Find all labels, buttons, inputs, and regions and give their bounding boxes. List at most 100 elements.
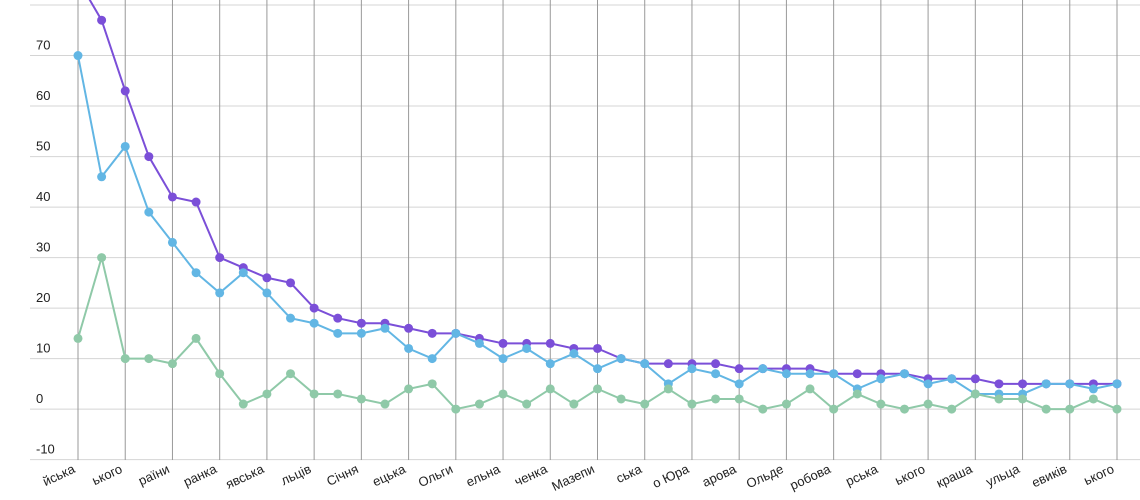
data-point bbox=[1112, 379, 1122, 389]
data-point bbox=[286, 369, 296, 379]
data-point bbox=[545, 338, 555, 348]
data-point bbox=[923, 399, 933, 409]
data-point bbox=[640, 399, 650, 409]
x-tick-label: арова bbox=[700, 461, 739, 490]
data-point bbox=[356, 394, 366, 404]
x-tick-label: ченка bbox=[512, 461, 550, 489]
data-point bbox=[380, 323, 390, 333]
x-tick-label: ельна bbox=[464, 461, 503, 490]
data-point bbox=[994, 394, 1004, 404]
data-point bbox=[1088, 384, 1098, 394]
y-tick-label: 0 bbox=[36, 391, 43, 406]
data-point bbox=[1065, 404, 1075, 414]
x-tick-label: Ольде bbox=[744, 461, 786, 491]
data-point bbox=[451, 328, 461, 338]
data-point bbox=[593, 384, 602, 394]
data-point bbox=[333, 328, 343, 338]
y-tick-label: 40 bbox=[36, 189, 50, 204]
data-point bbox=[805, 369, 815, 379]
data-point bbox=[758, 364, 768, 374]
data-point bbox=[356, 328, 366, 338]
data-point bbox=[427, 379, 437, 389]
data-point bbox=[829, 369, 839, 379]
data-point bbox=[144, 354, 154, 364]
x-tick-label: явська bbox=[223, 461, 267, 492]
data-point bbox=[545, 359, 555, 369]
y-tick-label: -10 bbox=[36, 442, 55, 457]
data-point bbox=[262, 389, 272, 399]
data-point bbox=[522, 399, 532, 409]
y-tick-label: 60 bbox=[36, 88, 50, 103]
data-point bbox=[191, 268, 201, 278]
x-tick-label: раїни bbox=[136, 461, 172, 488]
data-point bbox=[923, 379, 933, 389]
data-point bbox=[309, 389, 319, 399]
y-tick-label: 80 bbox=[36, 0, 50, 2]
data-point bbox=[427, 328, 437, 338]
y-tick-label: 20 bbox=[36, 290, 50, 305]
data-point bbox=[167, 237, 177, 247]
data-point bbox=[120, 354, 130, 364]
data-point bbox=[1065, 379, 1075, 389]
data-point bbox=[309, 303, 319, 313]
x-tick-label: робова bbox=[787, 461, 833, 493]
data-point bbox=[286, 313, 296, 323]
data-point bbox=[876, 374, 886, 384]
data-point bbox=[309, 318, 319, 328]
x-tick-label: евиків bbox=[1029, 461, 1069, 490]
data-point bbox=[404, 384, 414, 394]
data-point bbox=[947, 404, 957, 414]
data-point bbox=[191, 333, 201, 343]
data-point bbox=[569, 349, 579, 359]
data-point bbox=[167, 359, 177, 369]
data-point bbox=[970, 389, 980, 399]
data-point bbox=[734, 379, 744, 389]
x-tick-label: о Юра bbox=[650, 461, 692, 491]
data-point bbox=[994, 379, 1004, 389]
data-point bbox=[97, 172, 107, 182]
data-point bbox=[144, 207, 154, 217]
data-point bbox=[687, 364, 697, 374]
x-tick-label: ького bbox=[892, 461, 927, 488]
data-point bbox=[781, 369, 791, 379]
data-point bbox=[238, 399, 248, 409]
data-point bbox=[73, 333, 83, 343]
data-point bbox=[1041, 379, 1051, 389]
data-point bbox=[167, 192, 177, 202]
data-point bbox=[404, 323, 414, 333]
data-point bbox=[451, 404, 461, 414]
data-point bbox=[262, 273, 272, 283]
data-point bbox=[711, 369, 721, 379]
data-point bbox=[238, 268, 248, 278]
x-tick-label: ульца bbox=[984, 461, 1023, 490]
data-point bbox=[805, 384, 815, 394]
x-tick-label: краша bbox=[934, 461, 975, 491]
data-point bbox=[286, 278, 296, 288]
data-point bbox=[1088, 394, 1098, 404]
data-point bbox=[616, 354, 626, 364]
data-point bbox=[498, 338, 508, 348]
data-point bbox=[498, 389, 508, 399]
data-point bbox=[1041, 404, 1051, 414]
y-tick-label: 70 bbox=[36, 38, 50, 53]
x-tick-label: ького bbox=[1081, 461, 1116, 488]
data-point bbox=[734, 364, 744, 374]
data-point bbox=[427, 354, 437, 364]
data-point bbox=[687, 399, 697, 409]
data-point bbox=[593, 364, 602, 374]
x-tick-label: ецька bbox=[370, 461, 408, 490]
x-tick-label: Ольги bbox=[416, 461, 455, 490]
data-point bbox=[1018, 394, 1028, 404]
data-point bbox=[876, 399, 886, 409]
x-tick-label: Січня bbox=[324, 461, 361, 489]
data-point bbox=[191, 197, 201, 207]
x-tick-label: ранка bbox=[181, 461, 220, 490]
data-point bbox=[569, 399, 579, 409]
data-point bbox=[640, 359, 650, 369]
data-point bbox=[474, 399, 484, 409]
x-tick-label: ького bbox=[90, 461, 125, 488]
x-tick-label: льців bbox=[278, 461, 313, 488]
x-tick-label: Мазепи bbox=[549, 461, 596, 494]
data-point bbox=[1018, 379, 1028, 389]
data-point bbox=[758, 404, 768, 414]
